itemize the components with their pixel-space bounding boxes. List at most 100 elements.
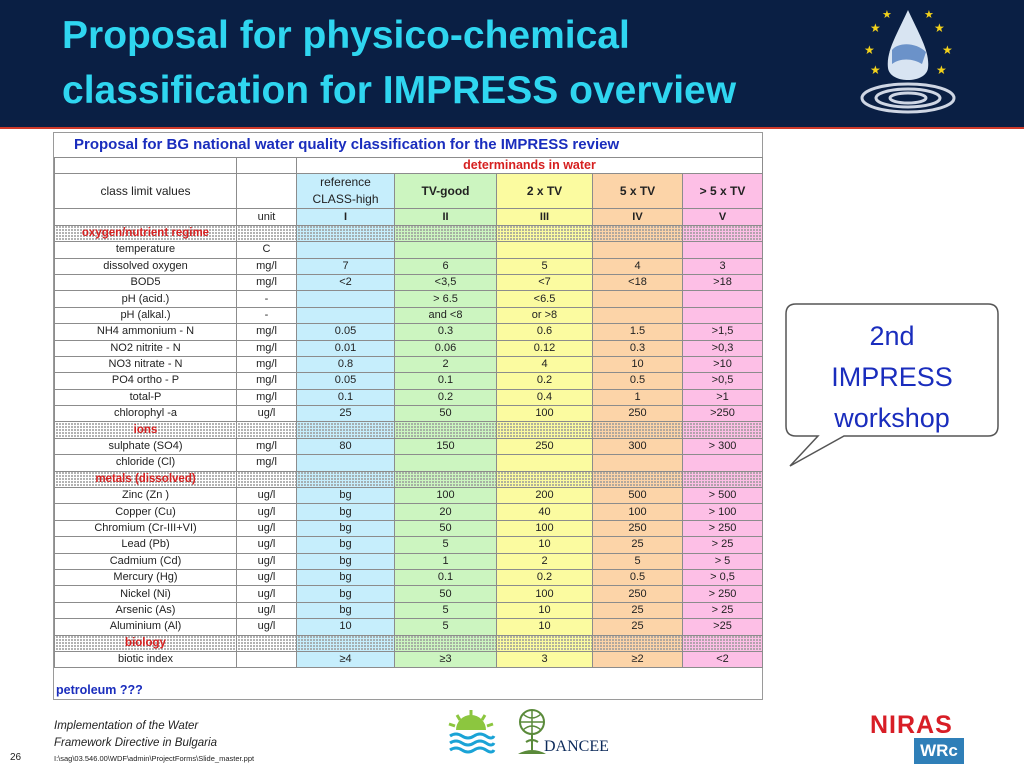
- table-row: Nickel (Ni) ug/l bg 50 100 250 > 250: [54, 585, 764, 603]
- parameter-name: Lead (Pb): [54, 536, 237, 554]
- table-title: Proposal for BG national water quality c…: [74, 136, 620, 153]
- blank-cell: [54, 156, 237, 175]
- class-value: 7: [296, 257, 395, 275]
- table-row: Mercury (Hg) ug/l bg 0.1 0.2 0.5 > 0,5: [54, 568, 764, 587]
- class-value: 250: [592, 405, 683, 423]
- section-row-metals: metals (dissolved): [54, 470, 764, 489]
- class-value: bg: [296, 568, 395, 587]
- slide-header: Proposal for physico-chemical classifica…: [0, 0, 1024, 129]
- class-value: 25: [592, 618, 683, 636]
- svg-text:★: ★: [870, 63, 881, 77]
- class-value: >10: [681, 355, 764, 374]
- class-value: 0.2: [496, 568, 593, 587]
- class-value: 0.4: [496, 388, 593, 407]
- water-quality-table: determinands in water class limit values r…: [54, 156, 764, 669]
- table-row: pH (alkal.) - and <8 or >8: [54, 306, 764, 325]
- table-row: pH (acid.) - > 6.5 <6.5: [54, 290, 764, 308]
- class-value: <18: [592, 273, 683, 292]
- class-value: > 500: [681, 487, 764, 505]
- parameter-name: total-P: [54, 388, 237, 407]
- class-value: 10: [496, 536, 593, 554]
- class-value: 200: [496, 487, 593, 505]
- class-value: 500: [592, 487, 683, 505]
- class-value: > 5: [681, 552, 764, 570]
- section-fill: [236, 224, 297, 243]
- parameter-name: NH4 ammonium - N: [54, 323, 237, 341]
- class-value: [592, 454, 683, 472]
- unit-cell: mg/l: [236, 323, 297, 341]
- class-value: 250: [496, 437, 593, 456]
- class-value: [681, 306, 764, 325]
- class-value: 50: [394, 519, 497, 538]
- parameter-name: sulphate (SO4): [54, 437, 237, 456]
- section-row-oxygen: oxygen/nutrient regime: [54, 224, 764, 243]
- parameter-name: BOD5: [54, 273, 237, 292]
- class-value: 1: [592, 388, 683, 407]
- class-value: 0.5: [592, 372, 683, 390]
- callout-line-3: workshop: [834, 403, 950, 433]
- dancee-label: DANCEE: [544, 738, 609, 755]
- class-value: 4: [496, 355, 593, 374]
- parameter-name: dissolved oxygen: [54, 257, 237, 275]
- class-value: >25: [681, 618, 764, 636]
- section-fill: [592, 421, 683, 439]
- class-value: 10: [496, 601, 593, 620]
- class-value: 0.3: [592, 339, 683, 357]
- class-value: > 300: [681, 437, 764, 456]
- unit-cell: mg/l: [236, 257, 297, 275]
- blank-cell: [54, 208, 237, 226]
- class-number: IV: [592, 208, 683, 226]
- class-header-row: class limit values reference CLASS-high TV…: [54, 173, 764, 210]
- table-row: Chromium (Cr-III+VI) ug/l bg 50 100 250 > 250: [54, 519, 764, 538]
- niras-logo: NIRAS: [870, 711, 953, 739]
- class-value: [592, 306, 683, 325]
- class-value: bg: [296, 536, 395, 554]
- class-value: bg: [296, 519, 395, 538]
- class-value: > 100: [681, 503, 764, 521]
- class-value: 0.6: [496, 323, 593, 341]
- eu-water-drop-logo: ★ ★ ★ ★ ★ ★ ★ ★: [860, 9, 956, 114]
- class-value: 5: [496, 257, 593, 275]
- section-fill: [681, 421, 764, 439]
- class-value: 0.01: [296, 339, 395, 357]
- class-value: 1: [394, 552, 497, 570]
- parameter-name: Nickel (Ni): [54, 585, 237, 603]
- section-row-biology: biology: [54, 634, 764, 652]
- class-value: 4: [592, 257, 683, 275]
- table-row: BOD5 mg/l <2 <3,5 <7 <18 >18: [54, 273, 764, 292]
- class-value: ≥3: [394, 650, 497, 669]
- class-value: [296, 290, 395, 308]
- section-label: oxygen/nutrient regime: [54, 224, 237, 243]
- parameter-name: pH (acid.): [54, 290, 237, 308]
- class-value: 100: [394, 487, 497, 505]
- unit-cell: mg/l: [236, 454, 297, 472]
- table-row: Cadmium (Cd) ug/l bg 1 2 5 > 5: [54, 552, 764, 570]
- sun-waves-logo: [448, 710, 496, 754]
- footer-line-1: Implementation of the Water: [54, 720, 199, 732]
- table-row: Aluminium (Al) ug/l 10 5 10 25 >25: [54, 618, 764, 636]
- class-value: 0.1: [394, 568, 497, 587]
- table-row: Arsenic (As) ug/l bg 5 10 25 > 25: [54, 601, 764, 620]
- svg-text:★: ★: [882, 9, 892, 21]
- determinands-header: determinands in water: [295, 156, 764, 175]
- section-fill: [592, 224, 683, 243]
- section-fill: [394, 224, 497, 243]
- slide-title: Proposal for physico-chemical classifica…: [62, 14, 737, 112]
- parameter-name: Mercury (Hg): [54, 568, 237, 587]
- section-fill: [236, 634, 297, 652]
- unit-cell: ug/l: [236, 585, 297, 603]
- parameter-name: pH (alkal.): [54, 306, 237, 325]
- dancee-logo: [518, 709, 546, 754]
- parameter-name: PO4 ortho - P: [54, 372, 237, 390]
- unit-cell: ug/l: [236, 519, 297, 538]
- class-value: 3: [681, 257, 764, 275]
- class-value: [592, 241, 683, 259]
- unit-cell: ug/l: [236, 552, 297, 570]
- section-label: metals (dissolved): [54, 470, 237, 489]
- class-value: 20: [394, 503, 497, 521]
- class-value: 50: [394, 585, 497, 603]
- class-header: > 5 x TV: [681, 173, 764, 210]
- unit-cell: ug/l: [236, 405, 297, 423]
- unit-cell: C: [236, 241, 297, 259]
